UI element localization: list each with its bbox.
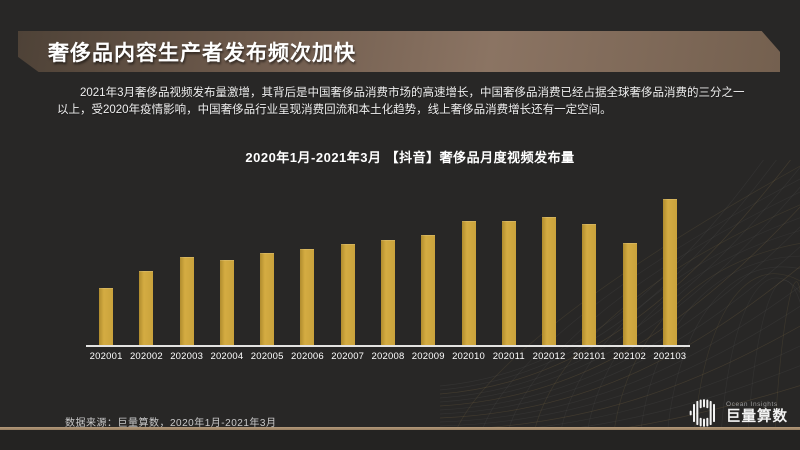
bar-202003: [179, 257, 194, 345]
bar-202012: [542, 217, 557, 345]
bar-slot: [569, 195, 609, 345]
bar-slot: [448, 195, 488, 345]
chart-title: 2020年1月-2021年3月 【抖音】奢侈品月度视频发布量: [245, 150, 575, 165]
bar-slot: [207, 195, 247, 345]
circular-soundwave-icon: [689, 399, 715, 427]
x-axis-label: 202002: [129, 351, 163, 362]
brand-name-en: Ocean Insights: [726, 400, 778, 408]
bar-202101: [582, 224, 597, 345]
bar-202005: [260, 253, 275, 345]
x-axis-label: 202009: [411, 351, 445, 362]
x-axis-label: 202012: [532, 351, 566, 362]
bar-slot: [408, 195, 448, 345]
x-axis-label: 202102: [613, 351, 647, 362]
bar-slot: [167, 195, 207, 345]
x-axis-label: 202007: [331, 351, 365, 362]
x-axis-label: 202010: [452, 351, 485, 362]
x-axis-label: 202101: [572, 351, 606, 362]
bar-202010: [461, 221, 476, 345]
bar-202006: [300, 249, 315, 345]
bar-202001: [99, 288, 114, 345]
x-axis-label: 202011: [492, 351, 525, 362]
footer-accent-stripe: [0, 427, 800, 430]
x-axis-label: 202103: [653, 351, 687, 362]
x-axis-label: 202003: [170, 351, 204, 362]
brand-name-cn: 巨量算数: [726, 409, 788, 425]
bar-slot: [287, 195, 327, 345]
bar-slot: [609, 195, 649, 345]
footer-bottom-band: [0, 430, 800, 450]
bar-chart: 202001 202002 202003 202004 202005 202006 2020…: [86, 195, 690, 362]
bar-202004: [219, 260, 234, 345]
bar-slot: [126, 195, 166, 345]
bar-slot: [368, 195, 408, 345]
bar-slot: [328, 195, 368, 345]
intro-paragraph: 2021年3月奢侈品视频发布量激增，其背后是中国奢侈品消费市场的高速增长，中国奢…: [57, 87, 745, 116]
plot-area: [86, 195, 690, 347]
bar-slot: [247, 195, 287, 345]
bar-202008: [380, 240, 395, 345]
bar-slot: [489, 195, 529, 345]
bar-202007: [340, 244, 355, 345]
bar-slot: [529, 195, 569, 345]
x-axis-label: 202001: [89, 351, 123, 362]
bar-slot: [650, 195, 690, 345]
x-axis-label: 202005: [250, 351, 284, 362]
bar-202002: [139, 271, 154, 345]
page-title: 奢侈品内容生产者发布频次加快: [48, 41, 356, 65]
bar-slot: [86, 195, 126, 345]
data-source-note: 数据来源：巨量算数，2020年1月-2021年3月: [65, 418, 277, 429]
header-banner: 奢侈品内容生产者发布频次加快: [18, 31, 780, 72]
brand-logo-text: Ocean Insights 巨量算数: [726, 400, 788, 425]
bar-202011: [501, 221, 516, 345]
bar-202009: [421, 235, 436, 345]
x-axis-label: 202008: [371, 351, 405, 362]
x-axis-label: 202006: [291, 351, 324, 362]
x-axis-labels: 202001 202002 202003 202004 202005 202006 2020…: [86, 351, 690, 362]
bar-202102: [622, 243, 637, 345]
x-axis-label: 202004: [210, 351, 244, 362]
brand-logo: Ocean Insights 巨量算数: [689, 396, 788, 430]
bar-202103: [662, 199, 677, 345]
